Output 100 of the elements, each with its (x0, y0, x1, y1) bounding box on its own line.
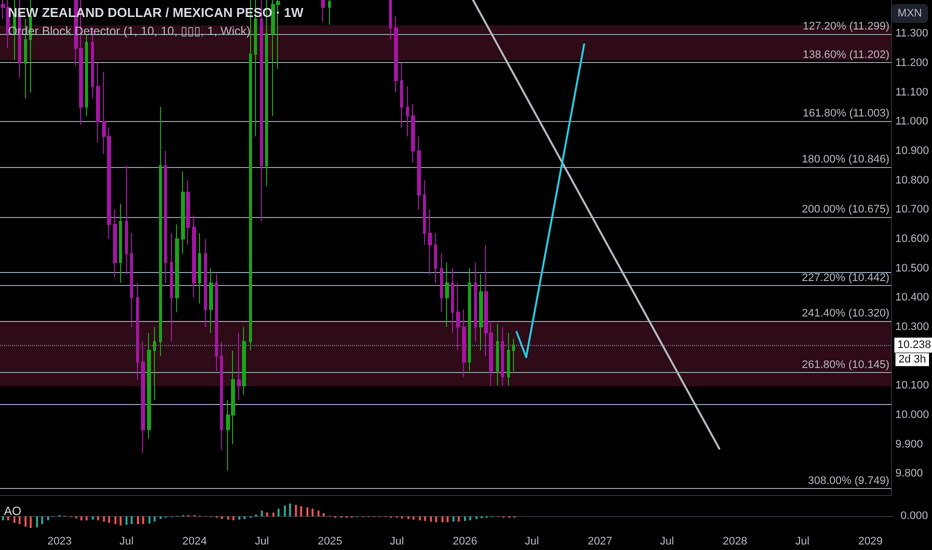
candlestick (434, 232, 437, 284)
bar (469, 516, 472, 520)
ref-line-label: 200.00% (10.675) (802, 204, 890, 216)
candlestick (119, 203, 122, 284)
ref-line-label: 241.40% (10.320) (802, 308, 890, 320)
candlestick (445, 262, 449, 328)
candlestick (164, 150, 167, 284)
x-tick-label: 2028 (722, 536, 748, 548)
ref-line-label: 161.80% (11.003) (802, 107, 890, 120)
x-tick-label: Jul (660, 536, 674, 548)
y-tick-label: 11.100 (895, 86, 928, 98)
candlestick (440, 253, 443, 313)
candlestick (237, 332, 241, 401)
candlestick (125, 165, 128, 275)
ref-line-label: 138.60% (11.202) (802, 48, 890, 61)
x-tick-label: 2029 (858, 536, 883, 548)
bar (294, 504, 297, 516)
candlestick (242, 326, 246, 395)
bar (160, 516, 162, 519)
candlestick (192, 215, 196, 298)
candlestick (417, 136, 421, 210)
y-tick-label: 10.700 (895, 204, 930, 216)
bar (452, 516, 455, 522)
candlestick (328, 0, 331, 26)
candlestick (507, 332, 510, 386)
candlestick (462, 308, 466, 378)
candlestick (181, 171, 185, 254)
bar (130, 516, 133, 524)
candlestick (451, 268, 454, 334)
bar (7, 516, 10, 520)
x-tick-label: Jul (254, 536, 269, 548)
candlestick (428, 209, 432, 275)
y-tick-label: 10.600 (895, 232, 930, 245)
bar (120, 516, 122, 526)
y-tick-label: 10.800 (895, 174, 930, 186)
bar (312, 508, 314, 516)
bar (475, 516, 478, 519)
bar (284, 506, 286, 516)
candlestick (394, 16, 398, 93)
bar (36, 516, 38, 528)
bar (458, 516, 460, 522)
candlestick (113, 209, 117, 278)
x-tick-label: 2024 (182, 536, 207, 548)
bar (24, 516, 27, 527)
candlestick (153, 326, 156, 401)
ref-line-label: 10.238 (897, 339, 932, 352)
candlestick (96, 62, 100, 143)
bar (18, 516, 21, 524)
bar (322, 513, 325, 516)
bar (136, 516, 139, 524)
text: 2d 3h (898, 354, 926, 366)
bar (244, 516, 246, 519)
candlestick (474, 262, 477, 342)
x-tick-label: 2027 (588, 536, 612, 548)
candlestick (411, 104, 415, 164)
y-tick-label: 10.900 (895, 145, 930, 158)
bar (260, 510, 263, 516)
candlestick (159, 106, 162, 357)
y-tick-label: 11.000 (895, 116, 928, 128)
x-tick-label: Jul (524, 536, 539, 548)
candlestick (220, 341, 223, 451)
bar (424, 516, 426, 521)
x-tick-label: 2025 (318, 536, 342, 548)
y-axis-title: MXN (898, 8, 922, 20)
bar (41, 516, 44, 524)
candlestick (141, 341, 145, 454)
candlestick (204, 238, 207, 328)
y-tick-label: 10.400 (895, 292, 930, 304)
bar (80, 516, 82, 520)
bar (446, 516, 449, 522)
candlestick (170, 232, 173, 342)
candlestick (501, 326, 504, 386)
ref-line-label: 261.80% (10.145) (802, 358, 890, 371)
bar (30, 516, 32, 528)
candlestick (389, 0, 392, 40)
bar (97, 516, 100, 520)
bar (108, 516, 110, 523)
y-tick-label: 10.300 (895, 320, 930, 333)
candlestick (175, 224, 179, 313)
y-tick-label: 10.500 (895, 262, 930, 274)
candlestick (186, 180, 190, 246)
bar (232, 516, 234, 520)
bar (435, 516, 438, 522)
x-tick-label: Jul (795, 536, 810, 548)
candlestick (321, 0, 325, 22)
candlestick (468, 268, 471, 372)
bar (306, 507, 308, 516)
bar (92, 516, 94, 520)
y-tick-label: 9.800 (895, 468, 923, 480)
candlestick (423, 180, 426, 246)
ref-line-label: 127.20% (11.299) (802, 20, 890, 33)
bar (142, 516, 144, 524)
bar (227, 516, 230, 520)
y-tick-label: 11.200 (895, 57, 928, 70)
chart-title: AO (4, 504, 22, 518)
bar (464, 516, 466, 521)
bar (238, 516, 240, 520)
bar (412, 516, 415, 520)
y-tick-label: 9.900 (895, 438, 923, 450)
bar (272, 512, 274, 516)
